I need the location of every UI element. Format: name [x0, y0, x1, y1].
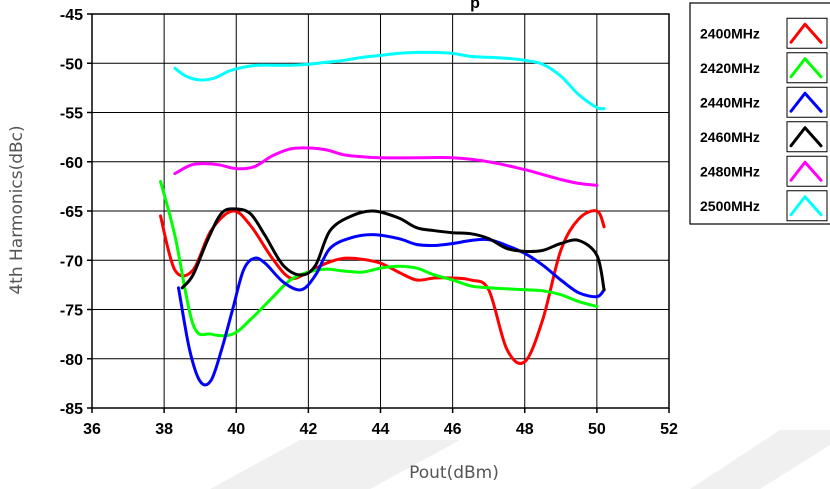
- legend-label: 2400MHz: [700, 25, 760, 41]
- legend-swatch-box: [786, 86, 828, 118]
- legend-swatch-line: [789, 22, 823, 44]
- legend-swatch-line: [789, 160, 823, 182]
- legend-swatch-line: [789, 195, 823, 217]
- x-tick-label: 36: [83, 421, 101, 438]
- series-line-2420mhz: [159, 179, 599, 338]
- series-line-2440mhz: [177, 233, 606, 387]
- x-tick-label: 52: [660, 421, 678, 438]
- y-tick-label: -65: [60, 204, 83, 221]
- legend-label: 2420MHz: [700, 60, 760, 76]
- legend: 2400MHz 2420MHz 2440MHz 2460MHz 2480MHz 2500M…: [689, 2, 830, 225]
- x-tick-label: 38: [155, 421, 173, 438]
- background-watermark: [210, 430, 830, 489]
- x-tick-label: 40: [227, 421, 245, 438]
- data-series: [159, 50, 606, 387]
- legend-swatch-box: [786, 52, 828, 84]
- y-tick-label: -60: [60, 155, 83, 172]
- x-tick-label: 44: [372, 421, 390, 438]
- x-tick-label: 50: [588, 421, 606, 438]
- legend-swatch-line: [789, 57, 823, 79]
- x-axis-title: Pout(dBm): [409, 463, 499, 483]
- legend-label: 2480MHz: [700, 163, 760, 179]
- y-tick-label: -45: [60, 7, 83, 24]
- x-tick-label: 48: [516, 421, 534, 438]
- x-axis-ticks: 36 38 40 42 44 46 48 50 52: [83, 408, 678, 438]
- series-line-2480mhz: [173, 146, 599, 187]
- legend-swatch-box: [786, 190, 828, 222]
- y-tick-label: -75: [60, 303, 83, 320]
- series-line-2460mhz: [180, 207, 606, 292]
- y-tick-label: -80: [60, 352, 83, 369]
- series-line-2400mhz: [159, 209, 606, 365]
- y-tick-label: -55: [60, 106, 83, 123]
- x-tick-label: 46: [444, 421, 462, 438]
- legend-swatch-line: [789, 126, 823, 148]
- legend-label: 2440MHz: [700, 94, 760, 110]
- y-tick-label: -70: [60, 253, 83, 270]
- y-axis-ticks: -45 -50 -55 -60 -65 -70 -75 -80 -85: [60, 7, 92, 418]
- legend-swatch-line: [789, 91, 823, 113]
- y-axis-title: 4th Harmonics(dBc): [7, 125, 27, 294]
- legend-label: 2460MHz: [700, 129, 760, 145]
- legend-label: 2500MHz: [700, 198, 760, 214]
- series-line-2500mhz: [173, 50, 606, 111]
- y-tick-label: -50: [60, 56, 83, 73]
- y-tick-label: -85: [60, 401, 83, 418]
- chart-title-fragment: p: [470, 0, 480, 12]
- x-tick-label: 42: [299, 421, 317, 438]
